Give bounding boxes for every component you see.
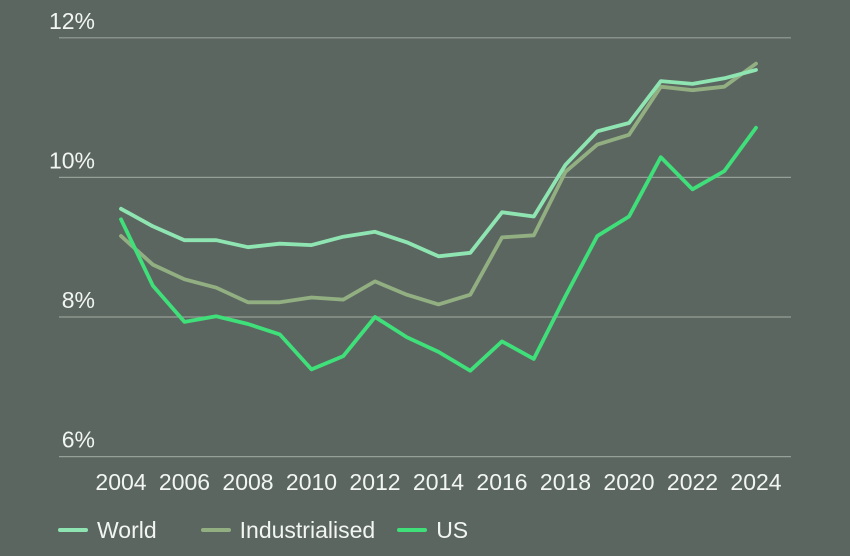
x-tick-label: 2018 [540,469,591,495]
x-tick-label: 2004 [95,469,146,495]
x-tick-label: 2020 [603,469,654,495]
legend-item-us: US [397,516,468,544]
x-tick-label: 2022 [667,469,718,495]
y-tick-label: 8% [62,287,95,313]
y-axis-labels: 6% 8% 10% 12% [49,8,95,453]
x-tick-label: 2006 [159,469,210,495]
legend-label-us: US [436,517,469,543]
line-chart: 6%8%10%12% 2004 2006 2008 2010 2012 2014 2016 2… [49,8,791,495]
y-tick-label: 12% [49,8,95,34]
y-tick-label: 6% [62,427,95,453]
legend: World Industrialised US [58,516,468,544]
series-line-industrialised [119,61,758,307]
world-line-swatch-icon [58,528,88,532]
legend-item-world: World [58,516,157,544]
legend-label-industrialised: Industrialised [239,517,376,543]
gridlines [59,37,791,458]
industrialised-line-swatch-icon [200,528,231,532]
series-line-world [119,68,758,259]
y-tick-label: 10% [49,147,95,173]
x-tick-label: 2014 [413,469,464,495]
x-axis-labels: 2004 2006 2008 2010 2012 2014 2016 2018 2020 2022… [95,469,781,495]
legend-label-world: World [97,517,157,543]
x-tick-label: 2008 [222,469,273,495]
x-tick-label: 2010 [286,469,337,495]
x-tick-label: 2012 [349,469,400,495]
x-tick-label: 2016 [476,469,527,495]
series-line-us [119,125,758,373]
x-tick-label: 2024 [730,469,781,495]
series-lines [119,61,758,373]
us-line-swatch-icon [397,528,428,532]
legend-item-industrialised: Industrialised [200,516,376,544]
